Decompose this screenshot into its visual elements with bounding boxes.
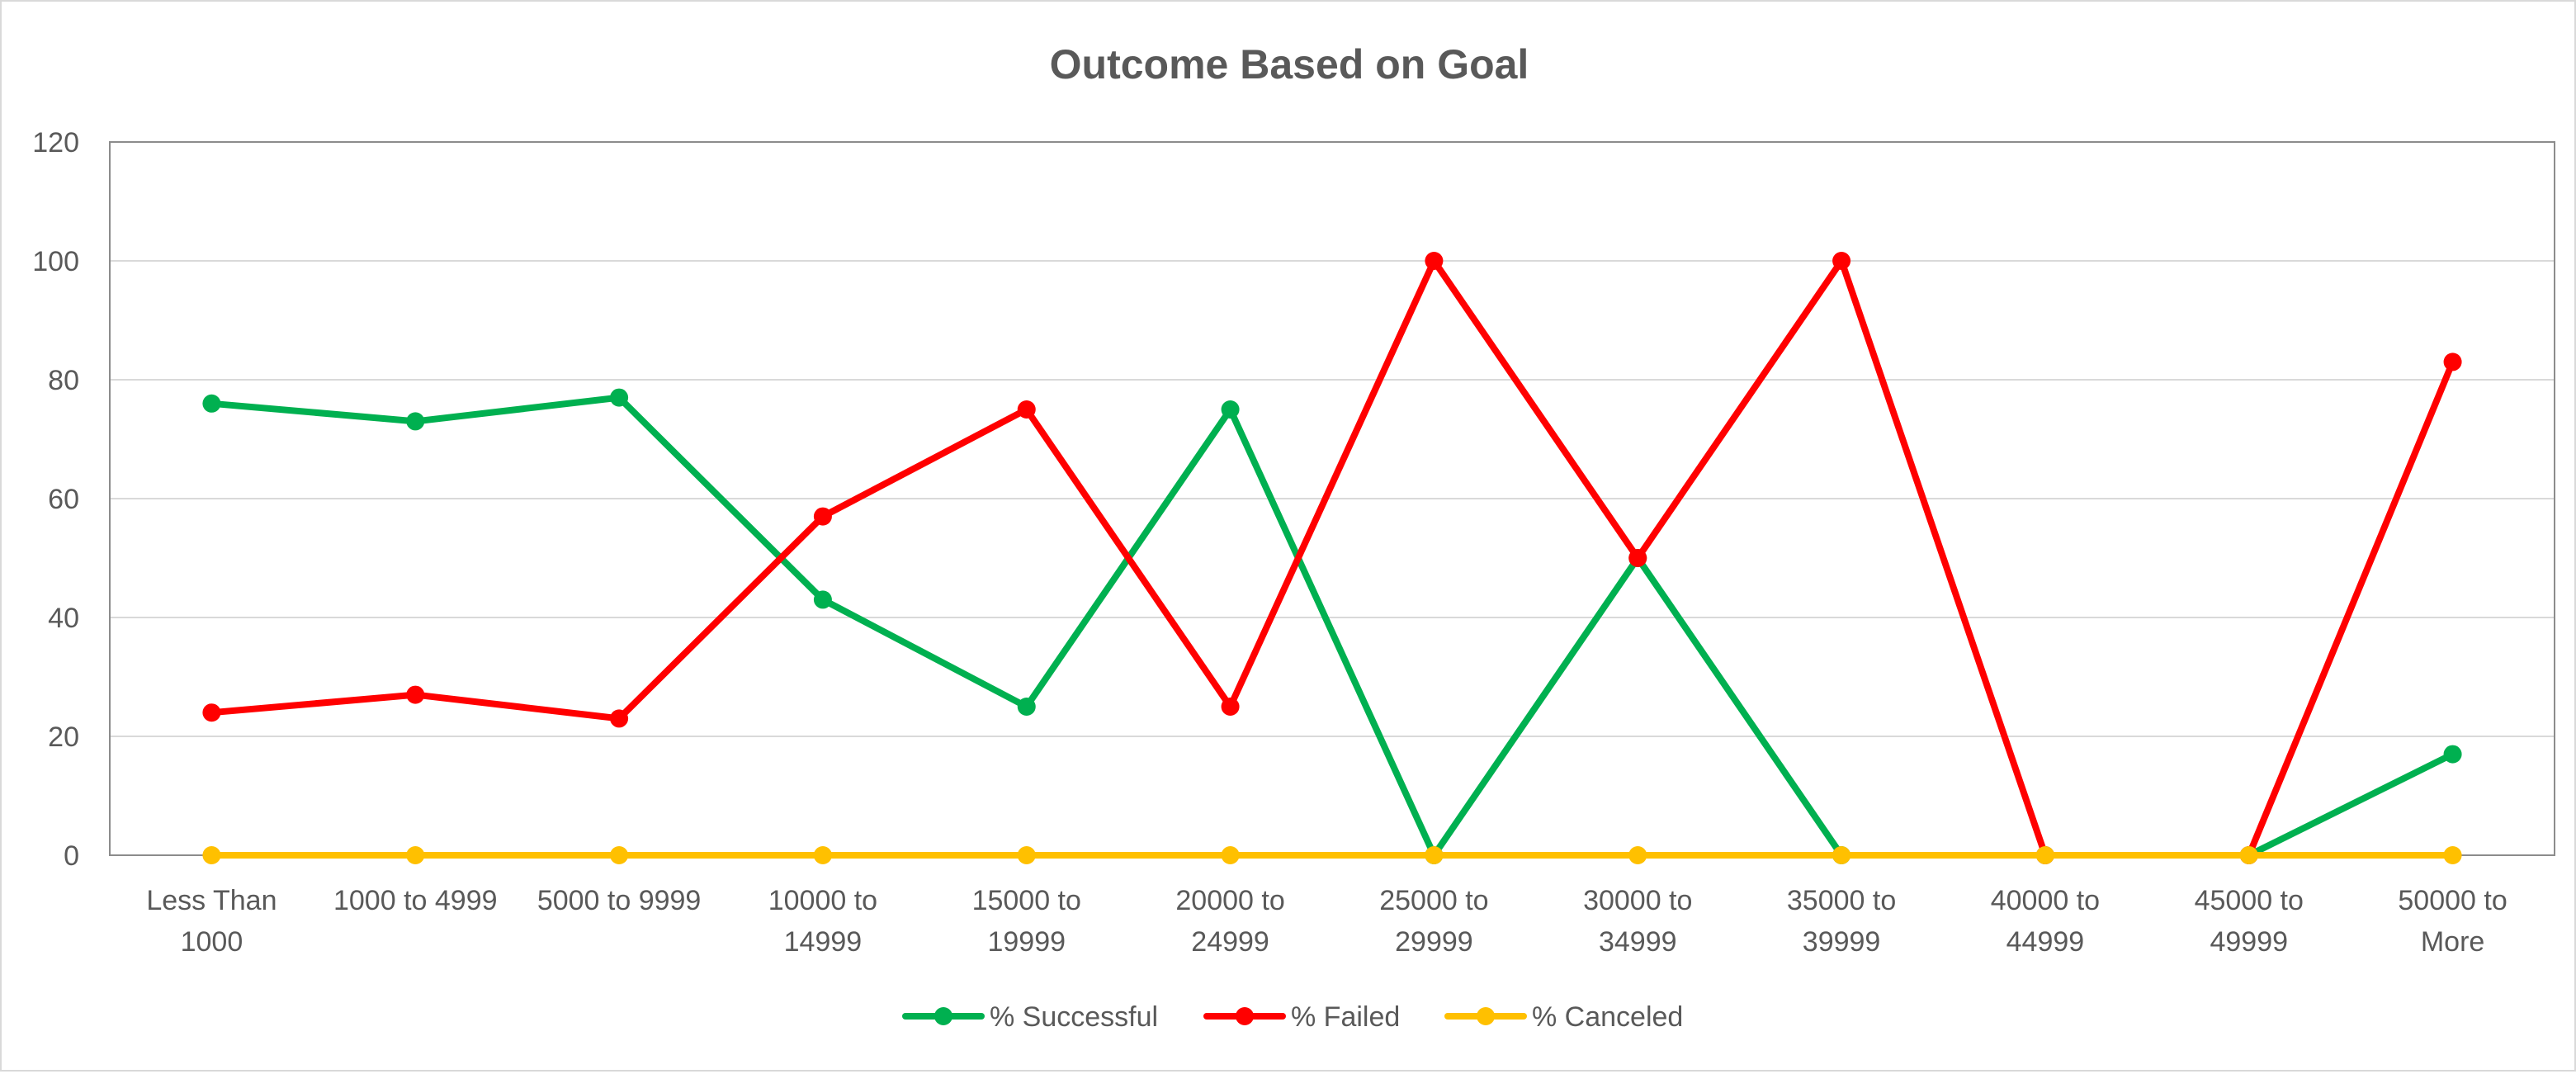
y-tick-label: 40 <box>48 603 79 634</box>
data-point <box>1017 698 1036 716</box>
data-point <box>813 590 832 609</box>
data-point <box>1628 549 1647 567</box>
y-tick-label: 60 <box>48 484 79 515</box>
series-0 <box>202 388 2462 864</box>
x-tick-label: 10000 to 14999 <box>768 885 877 958</box>
x-tick-label: 25000 to 29999 <box>1379 885 1488 958</box>
series-layer <box>202 252 2462 864</box>
data-point <box>813 507 832 526</box>
data-point <box>1017 400 1036 419</box>
data-point <box>202 394 221 413</box>
series-2 <box>202 846 2462 864</box>
series-line <box>208 394 2456 859</box>
data-point <box>1425 252 1444 270</box>
x-tick-label: 35000 to 39999 <box>1787 885 1896 958</box>
data-point <box>1425 846 1444 864</box>
data-point <box>610 388 629 407</box>
data-point <box>813 846 832 864</box>
data-point <box>1221 846 1240 864</box>
x-tick-label: 50000 to More <box>2398 885 2507 958</box>
legend-marker-icon <box>1236 1007 1254 1025</box>
legend-label: % Canceled <box>1532 1001 1683 1033</box>
data-point <box>1221 400 1240 419</box>
y-tick-label: 0 <box>64 840 79 872</box>
y-tick-label: 100 <box>32 246 79 277</box>
y-tick-label: 20 <box>48 722 79 753</box>
legend-marker-icon <box>934 1007 952 1025</box>
data-point <box>1628 846 1647 864</box>
data-point <box>1832 846 1851 864</box>
data-point <box>406 412 425 431</box>
x-tick-label: Less Than 1000 <box>146 885 277 958</box>
data-point <box>1017 846 1036 864</box>
legend-marker-icon <box>1477 1007 1495 1025</box>
chart-title: Outcome Based on Goal <box>1050 41 1529 88</box>
series-1 <box>202 252 2462 864</box>
data-point <box>202 703 221 722</box>
y-tick-label: 120 <box>32 127 79 158</box>
x-tick-label: 20000 to 24999 <box>1175 885 1284 958</box>
data-point <box>2443 352 2462 371</box>
legend-label: % Successful <box>990 1001 1158 1033</box>
y-axis: 0 20 40 60 80 100 120 <box>32 127 79 872</box>
data-point <box>406 685 425 704</box>
data-point <box>2443 846 2462 864</box>
x-tick-label: 15000 to 19999 <box>972 885 1081 958</box>
data-point <box>1832 252 1851 270</box>
data-point <box>1221 698 1240 716</box>
x-tick-label: 40000 to 44999 <box>1991 885 2100 958</box>
series-line <box>208 258 2456 859</box>
data-point <box>2443 745 2462 764</box>
legend-item[interactable]: % Successful <box>902 1001 1158 1033</box>
x-axis: Less Than 1000 1000 to 4999 5000 to 9999 100… <box>110 854 2555 958</box>
x-tick-label: 30000 to 34999 <box>1583 885 1692 958</box>
data-point <box>610 846 629 864</box>
y-tick-label: 80 <box>48 365 79 396</box>
x-tick-label: 1000 to 4999 <box>333 885 498 916</box>
x-tick-label: 45000 to 49999 <box>2195 885 2304 958</box>
data-point <box>2035 846 2054 864</box>
legend-item[interactable]: % Failed <box>1203 1001 1400 1033</box>
data-point <box>202 846 221 864</box>
legend-label: % Failed <box>1291 1001 1400 1033</box>
legend[interactable]: % Successful % Failed % Canceled <box>902 1001 1683 1033</box>
gridlines <box>110 260 2555 737</box>
legend-item[interactable]: % Canceled <box>1444 1001 1683 1033</box>
data-point <box>2239 846 2258 864</box>
data-point <box>610 709 629 728</box>
data-point <box>406 846 425 864</box>
x-tick-label: 5000 to 9999 <box>537 885 702 916</box>
